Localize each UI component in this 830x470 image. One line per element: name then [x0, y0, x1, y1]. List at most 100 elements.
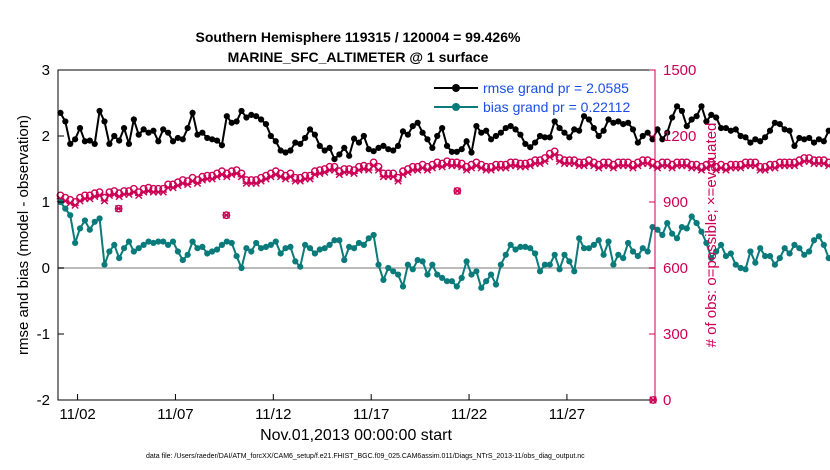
- bias-point: [580, 245, 588, 252]
- x-axis-label: Nov.01,2013 00:00:00 start: [260, 427, 452, 444]
- bias-point: [355, 239, 363, 247]
- bias-point: [292, 258, 299, 265]
- rmse-point: [639, 132, 646, 140]
- bias-point: [801, 251, 808, 258]
- bias-point: [522, 243, 529, 250]
- bias-point: [732, 261, 739, 268]
- rmse-point: [536, 132, 544, 140]
- rmse-point: [742, 134, 749, 141]
- bias-point: [145, 238, 152, 245]
- rmse-point: [101, 118, 108, 125]
- bias-point: [81, 217, 89, 224]
- rmse-point: [717, 124, 725, 132]
- bias-point: [130, 248, 137, 255]
- rmse-point: [752, 136, 759, 143]
- rmse-point: [708, 111, 715, 118]
- bias-point: [487, 271, 495, 278]
- bias-point: [752, 259, 759, 266]
- x-tick-label: 11/02: [59, 406, 95, 423]
- rmse-point: [673, 103, 681, 110]
- rmse-point: [326, 144, 333, 151]
- rmse-point: [556, 124, 563, 132]
- rmse-point: [394, 142, 402, 149]
- bias-point: [747, 248, 754, 255]
- bias-point: [806, 248, 813, 255]
- y-right-tick-label: 600: [663, 260, 688, 277]
- rmse-point: [81, 138, 89, 145]
- bias-point: [620, 255, 627, 262]
- bias-point: [169, 238, 177, 245]
- left-axis: -2 -1 0 1 2 3: [37, 62, 64, 409]
- rmse-point: [287, 147, 294, 154]
- rmse-point: [282, 149, 289, 156]
- bias-point: [517, 243, 524, 250]
- bias-point: [223, 238, 230, 245]
- bias-point: [703, 239, 710, 247]
- bias-point: [189, 238, 196, 245]
- bias-point: [664, 220, 671, 227]
- rmse-point: [169, 138, 177, 145]
- rmse-point: [683, 123, 690, 130]
- rmse-point: [517, 131, 524, 138]
- bias-point: [248, 248, 255, 255]
- rmse-point: [302, 134, 309, 142]
- rmse-point: [502, 124, 509, 132]
- rmse-point: [331, 156, 338, 163]
- rmse-point: [336, 151, 343, 158]
- rmse-point: [106, 140, 113, 148]
- rmse-point: [541, 134, 548, 141]
- bias-point: [810, 237, 818, 244]
- y-right-tick-label: 1500: [663, 62, 696, 79]
- rmse-point: [419, 129, 426, 136]
- obs-evaluated-point: [550, 151, 559, 159]
- rmse-point: [179, 136, 186, 143]
- rmse-point: [600, 127, 607, 134]
- y-left-tick-label: -2: [37, 392, 50, 409]
- bias-point: [717, 241, 725, 248]
- bias-point: [385, 264, 392, 272]
- rmse-point: [634, 139, 641, 146]
- rmse-point: [204, 134, 211, 142]
- bias-point: [791, 241, 798, 248]
- bias-point: [536, 268, 544, 275]
- bias-point: [238, 264, 245, 272]
- bias-point: [399, 283, 407, 290]
- rmse-point: [165, 129, 172, 136]
- bias-point: [443, 278, 451, 285]
- rmse-point: [497, 129, 504, 136]
- rmse-point: [130, 116, 137, 123]
- rmse-point: [135, 131, 142, 138]
- rmse-point: [380, 142, 387, 149]
- rmse-point: [762, 134, 769, 141]
- rmse-point: [434, 132, 441, 140]
- rmse-point: [145, 129, 152, 136]
- bias-point: [561, 251, 568, 258]
- rmse-point: [355, 139, 363, 146]
- rmse-point: [316, 142, 323, 149]
- bias-point: [698, 228, 705, 235]
- bias-point: [629, 248, 637, 255]
- bias-point: [165, 241, 172, 248]
- bias-point: [360, 241, 367, 248]
- rmse-point: [483, 127, 490, 134]
- rmse-point: [737, 132, 744, 140]
- bias-point: [722, 253, 730, 260]
- rmse-point: [810, 139, 818, 146]
- rmse-point: [150, 127, 157, 134]
- bias-point: [815, 233, 823, 240]
- rmse-point: [473, 123, 480, 130]
- rmse-point: [703, 118, 710, 125]
- bias-point: [262, 243, 270, 250]
- bias-point: [86, 226, 93, 233]
- rmse-point: [155, 138, 162, 145]
- bias-point: [492, 281, 500, 288]
- rmse-point: [140, 126, 147, 133]
- rmse-point: [678, 107, 686, 115]
- rmse-point: [439, 124, 446, 132]
- rmse-point: [458, 146, 465, 153]
- bias-point: [228, 239, 235, 247]
- rmse-point: [654, 126, 661, 133]
- bias-point: [297, 263, 304, 270]
- bias-point: [116, 255, 123, 262]
